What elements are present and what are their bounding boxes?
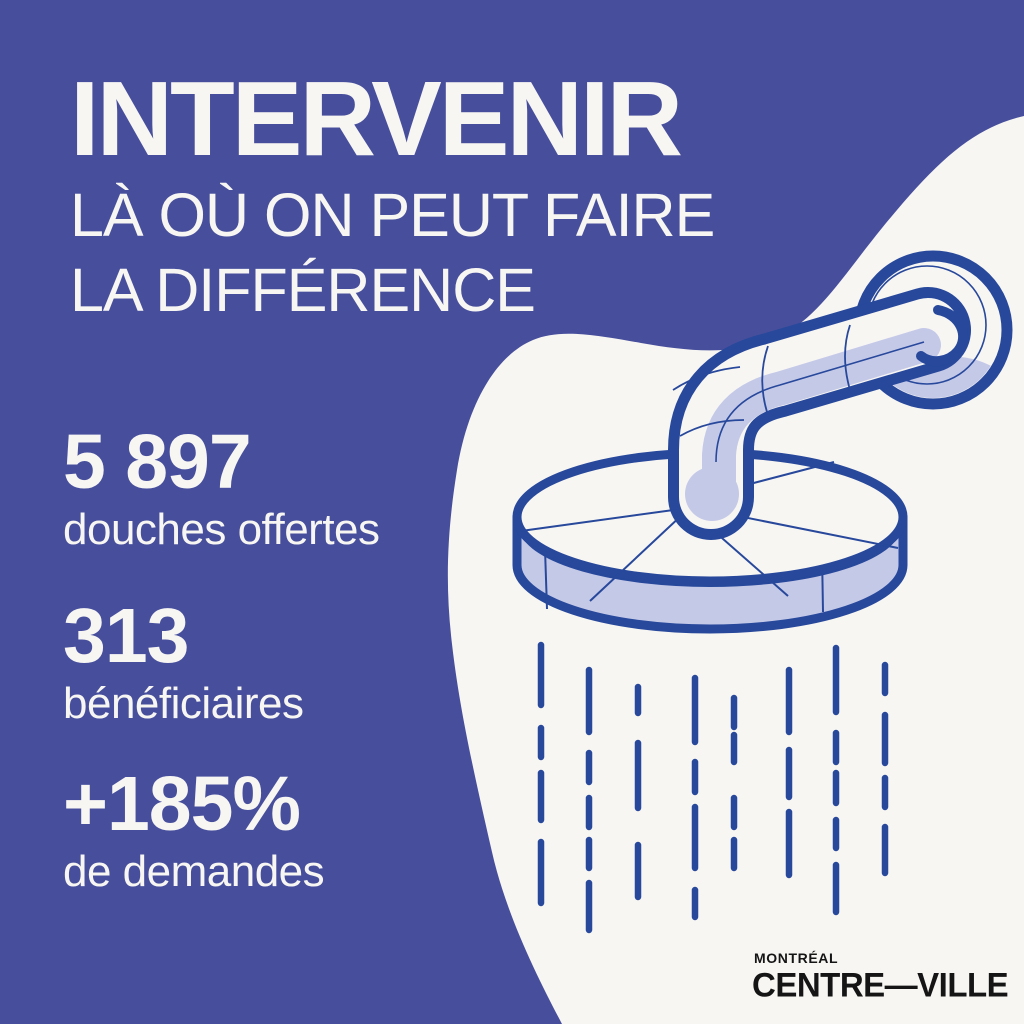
poster-title: INTERVENIR [70, 60, 683, 178]
stat-showers-value: 5 897 [63, 419, 252, 505]
poster-subtitle-line1: LÀ OÙ ON PEUT FAIRE [70, 181, 715, 249]
poster-subtitle-line2: LA DIFFÉRENCE [70, 256, 536, 325]
brand-logo-city: MONTRÉAL [754, 950, 839, 966]
stat-showers: 5 897 douches offertes [63, 424, 380, 552]
pipe-hook-detail [916, 305, 969, 367]
stat-beneficiaries-value: 313 [63, 593, 189, 679]
stat-demand: +185% de demandes [63, 761, 325, 896]
stat-beneficiaries: 313 bénéficiaires [63, 598, 304, 726]
brand-logo: MONTRÉAL CENTRE—VILLE [752, 950, 1009, 1004]
stat-demand-value: +185% [63, 761, 301, 847]
water-drops [537, 641, 889, 934]
stat-showers-label: douches offertes [63, 505, 380, 554]
title-block: INTERVENIR LÀ OÙ ON PEUT FAIRE LA DIFFÉR… [70, 60, 715, 328]
shower-arm-icon [668, 287, 971, 540]
pipe-cross-lines [672, 324, 851, 437]
stat-demand-label: de demandes [63, 847, 325, 896]
brand-logo-name: CENTRE—VILLE [752, 964, 1009, 1004]
stat-beneficiaries-label: bénéficiaires [63, 679, 304, 728]
